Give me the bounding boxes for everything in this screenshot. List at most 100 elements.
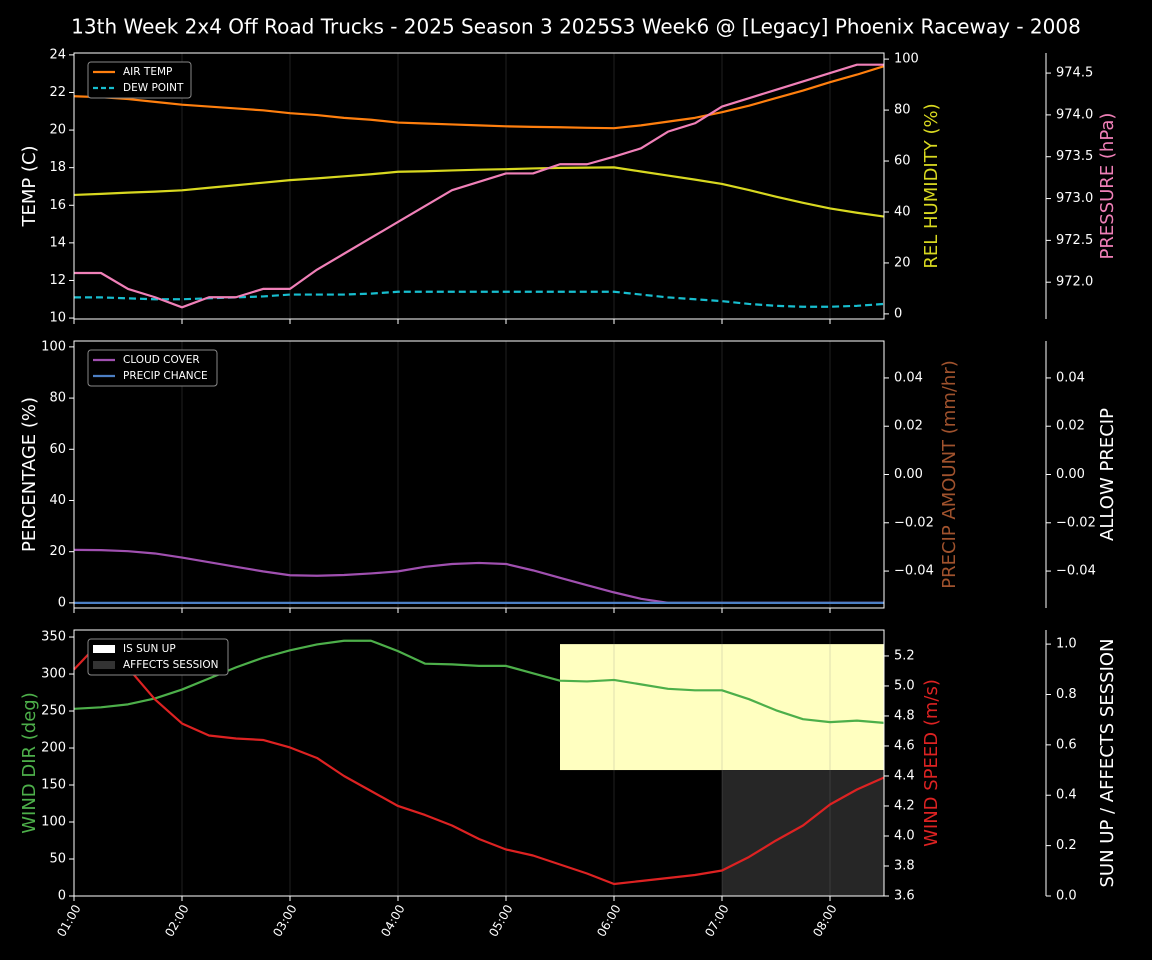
series-area <box>722 644 749 771</box>
y-tick-label: 0 <box>58 595 66 610</box>
y2-tick-label: 20 <box>894 255 911 270</box>
y2-tick-label: 60 <box>894 154 911 169</box>
y-tick-label: 100 <box>41 339 66 354</box>
y3-tick-label: 0.6 <box>1056 737 1077 752</box>
y3-axis-label: SUN UP / AFFECTS SESSION <box>1097 638 1118 887</box>
y-tick-label: 300 <box>41 667 66 682</box>
y3-tick-label: 0.0 <box>1056 889 1077 904</box>
series-area <box>560 644 587 771</box>
y-tick-label: 22 <box>49 85 66 100</box>
series-area <box>857 770 884 896</box>
y2-axis-label: PRECIP AMOUNT (mm/hr) <box>939 360 960 589</box>
legend-label: AIR TEMP <box>123 66 172 78</box>
y2-tick-label: 5.2 <box>894 648 915 663</box>
y2-tick-label: 4.2 <box>894 798 915 813</box>
y2-tick-label: 4.8 <box>894 708 915 723</box>
y-tick-label: 24 <box>49 47 66 62</box>
y3-tick-label: −0.02 <box>1056 515 1096 530</box>
series-area <box>587 644 614 771</box>
y3-tick-label: −0.04 <box>1056 564 1096 579</box>
series-area <box>668 644 695 771</box>
y2-tick-label: −0.04 <box>894 564 934 579</box>
series-area <box>749 770 776 896</box>
y2-tick-label: 0.02 <box>894 419 923 434</box>
y2-tick-label: 4.0 <box>894 828 915 843</box>
series-area <box>614 644 641 771</box>
y-tick-label: 16 <box>49 198 66 213</box>
y-tick-label: 18 <box>49 160 66 175</box>
y2-tick-label: 5.0 <box>894 678 915 693</box>
legend-label: CLOUD COVER <box>123 354 200 366</box>
series-area <box>722 770 749 896</box>
y3-tick-label: 973.0 <box>1056 191 1093 206</box>
series-area <box>695 644 722 771</box>
y3-tick-label: 0.02 <box>1056 419 1085 434</box>
plot-frame <box>73 52 885 320</box>
y2-tick-label: 3.8 <box>894 858 915 873</box>
series-area <box>803 644 830 771</box>
y3-tick-label: 0.00 <box>1056 467 1085 482</box>
chart-title: 13th Week 2x4 Off Road Trucks - 2025 Sea… <box>71 15 1081 39</box>
plot-frame <box>73 629 885 897</box>
y2-tick-label: 0.04 <box>894 370 923 385</box>
y2-tick-label: 3.6 <box>894 889 915 904</box>
y2-tick-label: 80 <box>894 103 911 118</box>
series-area <box>830 644 857 771</box>
y3-tick-label: 0.4 <box>1056 788 1077 803</box>
series-area <box>830 770 857 896</box>
legend-label: DEW POINT <box>123 82 184 94</box>
y2-tick-label: −0.02 <box>894 515 934 530</box>
y-tick-label: 10 <box>49 311 66 326</box>
y2-tick-label: 40 <box>894 204 911 219</box>
y3-tick-label: 974.5 <box>1056 66 1093 81</box>
y2-tick-label: 4.6 <box>894 738 915 753</box>
y3-axis-label: ALLOW PRECIP <box>1097 408 1118 541</box>
y3-tick-label: 1.0 <box>1056 637 1077 652</box>
y-tick-label: 0 <box>58 889 66 904</box>
y3-tick-label: 0.04 <box>1056 370 1085 385</box>
y-tick-label: 350 <box>41 630 66 645</box>
y-tick-label: 50 <box>49 852 66 867</box>
y2-axis-label: WIND SPEED (m/s) <box>921 679 942 847</box>
series-area <box>803 770 830 896</box>
legend-box <box>87 638 229 676</box>
y-tick-label: 250 <box>41 704 66 719</box>
y-tick-label: 12 <box>49 273 66 288</box>
y2-tick-label: 0.00 <box>894 467 923 482</box>
y2-tick-label: 0 <box>894 306 902 321</box>
series-line <box>73 65 885 130</box>
legend-swatch <box>93 645 115 653</box>
y-tick-label: 14 <box>49 235 66 250</box>
series-area <box>641 644 668 771</box>
y2-tick-label: 100 <box>894 52 919 67</box>
legend-label: PRECIP CHANCE <box>123 370 208 382</box>
y-tick-label: 40 <box>49 493 66 508</box>
series-line <box>73 639 885 724</box>
series-area <box>857 644 884 771</box>
series-line <box>74 63 884 309</box>
y3-tick-label: 0.8 <box>1056 687 1077 702</box>
y-axis-label: WIND DIR (deg) <box>19 692 40 834</box>
y-tick-label: 20 <box>49 123 66 138</box>
series-area <box>776 644 803 771</box>
y3-axis-label: PRESSURE (hPa) <box>1097 113 1118 260</box>
y-axis-label: TEMP (C) <box>19 145 40 227</box>
y-tick-label: 20 <box>49 544 66 559</box>
y-tick-label: 100 <box>41 815 66 830</box>
legend-box <box>87 349 218 387</box>
legend-swatch <box>93 661 115 669</box>
y3-tick-label: 972.0 <box>1056 275 1093 290</box>
legend-label: AFFECTS SESSION <box>123 659 219 671</box>
y3-tick-label: 973.5 <box>1056 149 1093 164</box>
y3-tick-label: 972.5 <box>1056 233 1093 248</box>
y-axis-label: PERCENTAGE (%) <box>19 397 40 552</box>
y-tick-label: 80 <box>49 391 66 406</box>
y-tick-label: 150 <box>41 778 66 793</box>
series-line <box>73 166 885 218</box>
y2-tick-label: 4.4 <box>894 768 915 783</box>
y-tick-label: 200 <box>41 741 66 756</box>
legend-label: IS SUN UP <box>123 643 176 655</box>
